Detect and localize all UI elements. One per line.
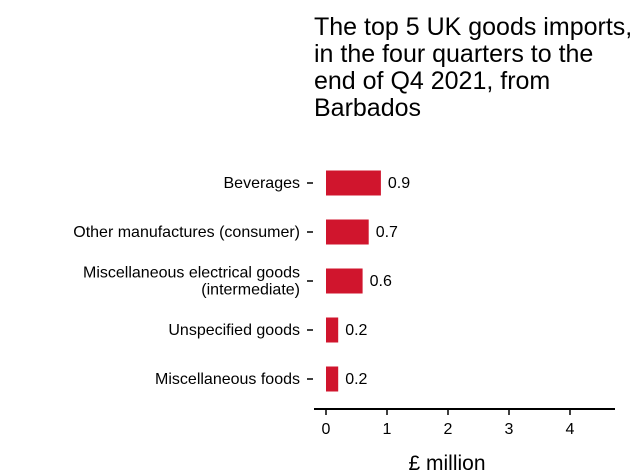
bar-4 [326,317,339,343]
x-tick-label: 3 [505,421,514,438]
category-label-1: Beverages [224,175,301,192]
x-tick-label: 2 [444,421,453,438]
x-axis-title: £ million [408,452,485,472]
x-tick-label: 1 [383,421,392,438]
value-label-4: 0.2 [345,322,367,339]
value-label-3: 0.6 [370,273,392,290]
category-label-3: Miscellaneous electrical goods (intermedi… [83,265,300,299]
bar-2 [326,219,369,245]
category-labels: Beverages Other manufactures (consumer) Mi… [73,175,313,388]
value-labels: 0.9 0.7 0.6 0.2 0.2 [345,175,410,388]
x-tick-label: 0 [322,421,331,438]
value-label-5: 0.2 [345,371,367,388]
chart-title: The top 5 UK goods imports, in the four … [314,13,633,122]
bars-group [326,170,381,392]
bar-5 [326,366,339,392]
category-label-5: Miscellaneous foods [155,371,300,388]
category-label-4: Unspecified goods [168,322,300,339]
value-label-2: 0.7 [376,224,398,241]
x-tick-label: 4 [566,421,575,438]
x-axis: 0 1 2 3 4 [314,408,615,438]
bar-3 [326,268,363,294]
category-label-2: Other manufactures (consumer) [73,224,300,241]
value-label-1: 0.9 [388,175,410,192]
bar-1 [326,170,381,196]
